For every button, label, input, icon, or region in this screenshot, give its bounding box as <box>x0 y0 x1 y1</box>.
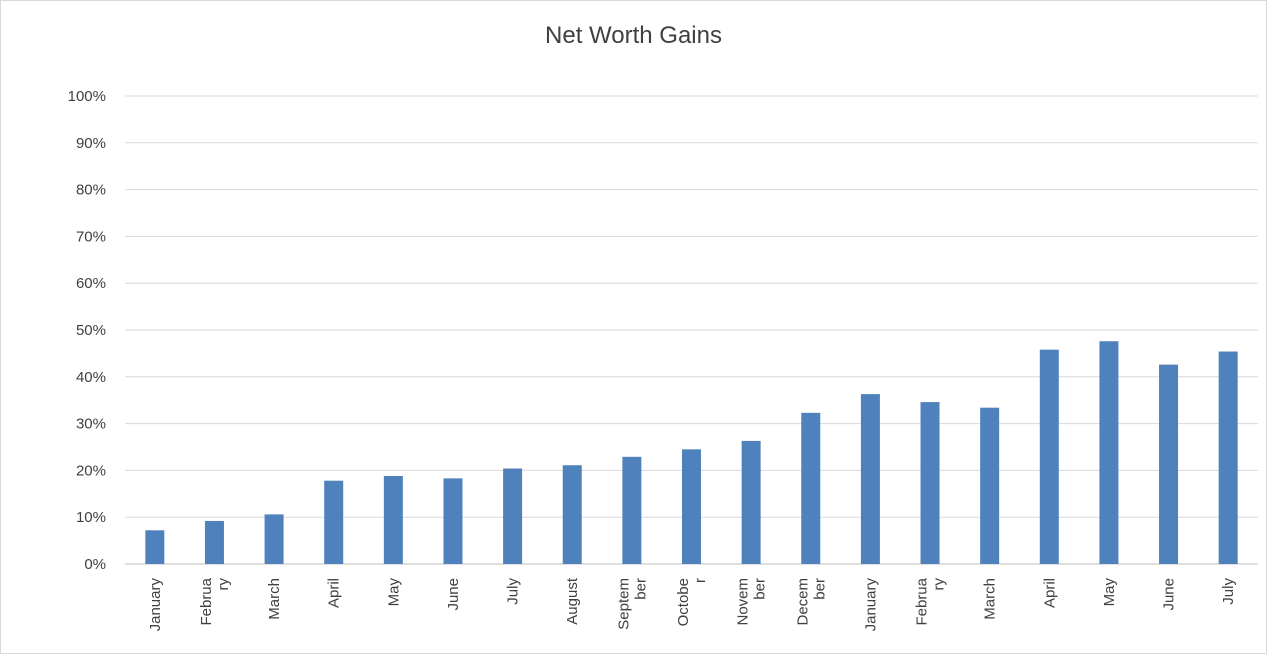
bar <box>324 480 344 564</box>
y-tick-label: 20% <box>76 462 106 479</box>
x-tick-label: June <box>445 578 462 611</box>
bar <box>920 402 940 564</box>
bar <box>204 520 224 564</box>
bar <box>1099 341 1119 564</box>
x-tick-label: June <box>1161 578 1178 611</box>
chart-title: Net Worth Gains <box>545 22 722 49</box>
x-tick-label: April <box>1041 578 1058 608</box>
x-tick-label: September <box>615 578 649 630</box>
bar <box>145 530 165 564</box>
x-tick-label: January <box>862 578 879 632</box>
bar <box>1039 349 1059 564</box>
x-tick-label: April <box>326 578 343 608</box>
y-tick-label: 90% <box>76 135 106 152</box>
bar <box>801 412 821 564</box>
x-tick-label: January <box>147 578 164 632</box>
x-tick-label: March <box>266 578 283 620</box>
x-tick-label: May <box>1101 578 1118 607</box>
x-tick-label: February <box>198 577 232 625</box>
bar <box>383 476 403 564</box>
bar <box>1218 351 1238 564</box>
bar <box>682 449 701 564</box>
x-tick-label: July <box>505 578 522 605</box>
x-tick-label: August <box>564 577 581 625</box>
y-tick-label: 30% <box>76 416 106 433</box>
y-tick-label: 0% <box>84 556 106 573</box>
y-tick-label: 80% <box>76 182 106 199</box>
y-tick-label: 60% <box>76 275 106 292</box>
y-tick-label: 70% <box>76 228 106 245</box>
x-tick-label: March <box>982 578 999 620</box>
y-tick-label: 10% <box>76 509 106 526</box>
bar <box>741 440 761 564</box>
bar <box>562 465 582 564</box>
y-tick-label: 100% <box>68 88 106 105</box>
x-tick-label: July <box>1220 578 1237 605</box>
x-tick-label: November <box>735 578 769 626</box>
x-tick-label: February <box>914 577 948 625</box>
bar <box>860 394 880 564</box>
x-tick-label: October <box>675 578 709 626</box>
bar <box>503 468 523 564</box>
bar <box>980 407 1000 564</box>
x-tick-label: May <box>385 578 402 607</box>
bar <box>1159 364 1179 564</box>
x-tick-label: December <box>794 578 828 626</box>
y-tick-label: 50% <box>76 322 106 339</box>
bar <box>622 456 642 564</box>
bar <box>264 514 284 564</box>
y-tick-label: 40% <box>76 369 106 386</box>
bar <box>443 478 463 564</box>
